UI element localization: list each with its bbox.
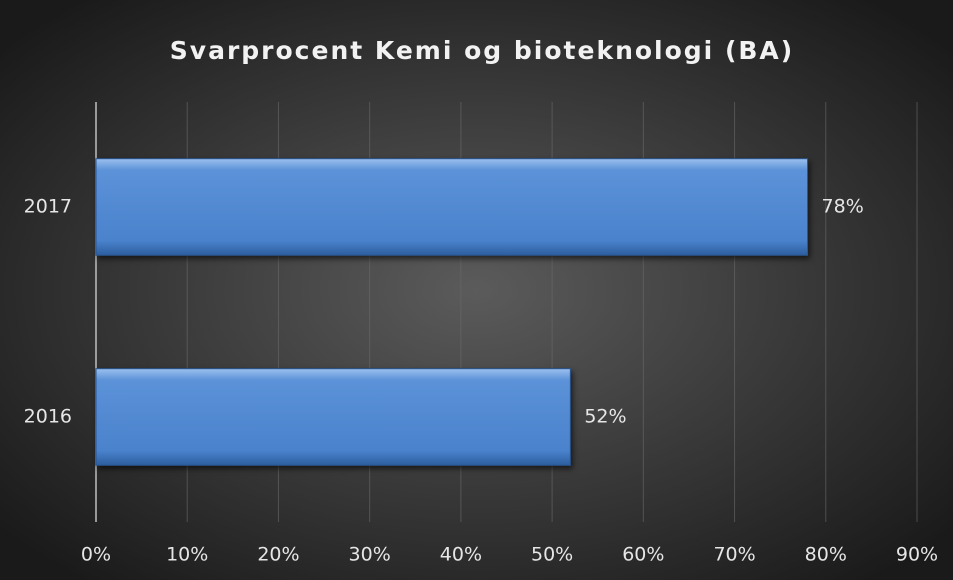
bar [95, 158, 809, 256]
data-label: 78% [822, 196, 864, 218]
x-tick-label: 50% [531, 544, 573, 566]
x-tick-label: 0% [81, 544, 111, 566]
x-tick-label: 70% [713, 544, 755, 566]
data-label: 52% [584, 406, 626, 428]
x-tick-label: 80% [805, 544, 847, 566]
y-tick-label: 2016 [24, 406, 72, 428]
x-tick-label: 60% [622, 544, 664, 566]
x-tick-label: 40% [440, 544, 482, 566]
bar [95, 368, 571, 466]
y-tick-label: 2017 [24, 196, 72, 218]
x-tick-label: 10% [166, 544, 208, 566]
chart-title: Svarprocent Kemi og bioteknologi (BA) [170, 36, 794, 65]
x-tick-label: 20% [257, 544, 299, 566]
x-tick-label: 30% [349, 544, 391, 566]
x-tick-label: 90% [896, 544, 938, 566]
